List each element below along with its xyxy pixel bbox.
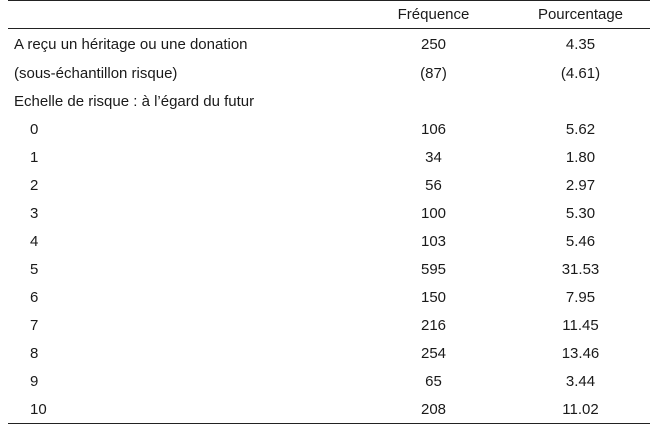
row-frequency: [356, 87, 511, 115]
row-label: 6: [30, 288, 39, 306]
table-row: 6 150 7.95: [8, 283, 650, 311]
row-frequency: 103: [420, 232, 447, 250]
row-label: (sous-échantillon risque): [14, 64, 178, 82]
row-percentage: 11.02: [562, 400, 599, 418]
table-row: 9 65 3.44: [8, 367, 650, 395]
column-header-label: [8, 1, 356, 29]
row-frequency: 208: [420, 400, 447, 418]
row-label: 1: [30, 148, 39, 166]
row-label: 10: [30, 400, 47, 418]
row-percentage: [511, 87, 650, 115]
row-frequency: 250: [420, 35, 447, 53]
row-label: 8: [30, 344, 39, 362]
row-label: 4: [30, 232, 39, 250]
row-frequency: 254: [420, 344, 447, 362]
table-row: (sous-échantillon risque) (87) (4.61): [8, 59, 650, 87]
row-label: 5: [30, 260, 39, 278]
table-row: 3 100 5.30: [8, 199, 650, 227]
table-row: 2 56 2.97: [8, 171, 650, 199]
row-frequency: 34: [425, 148, 442, 166]
row-percentage: 11.45: [562, 316, 599, 334]
row-label: 0: [30, 120, 39, 138]
table-section-row: Echelle de risque : à l’égard du futur: [8, 87, 650, 115]
row-frequency: 106: [420, 120, 447, 138]
table-row: 10 208 11.02: [8, 395, 650, 424]
row-frequency: 100: [420, 204, 447, 222]
row-frequency: (87): [420, 64, 447, 82]
row-percentage: (4.61): [560, 64, 601, 82]
table-row: 5 595 31.53: [8, 255, 650, 283]
table-row: 1 34 1.80: [8, 143, 650, 171]
row-frequency: 595: [420, 260, 447, 278]
row-frequency: 65: [425, 372, 442, 390]
column-header-percentage: Pourcentage: [537, 6, 624, 23]
row-percentage: 3.44: [565, 372, 596, 390]
row-percentage: 5.62: [565, 120, 596, 138]
row-percentage: 1.80: [565, 148, 596, 166]
row-label: 2: [30, 176, 39, 194]
row-percentage: 13.46: [561, 344, 600, 362]
frequency-table: Fréquence Pourcentage A reçu un héritage…: [8, 0, 650, 424]
row-percentage: 5.46: [565, 232, 596, 250]
row-label: 9: [30, 372, 39, 390]
row-frequency: 56: [425, 176, 442, 194]
row-percentage: 5.30: [565, 204, 596, 222]
table-row: 7 216 11.45: [8, 311, 650, 339]
table-row: 0 106 5.62: [8, 115, 650, 143]
row-percentage: 4.35: [565, 35, 596, 53]
row-percentage: 2.97: [565, 176, 596, 194]
row-frequency: 150: [420, 288, 447, 306]
row-label: 7: [30, 316, 39, 334]
statistics-table-container: Fréquence Pourcentage A reçu un héritage…: [8, 0, 650, 424]
column-header-frequency: Fréquence: [397, 6, 470, 23]
row-percentage: 31.53: [561, 260, 600, 278]
row-percentage: 7.95: [565, 288, 596, 306]
table-row: A reçu un héritage ou une donation 250 4…: [8, 29, 650, 60]
table-row: 4 103 5.46: [8, 227, 650, 255]
row-label: A reçu un héritage ou une donation: [14, 35, 248, 53]
table-row: 8 254 13.46: [8, 339, 650, 367]
section-label: Echelle de risque : à l’égard du futur: [14, 92, 255, 110]
table-header-row: Fréquence Pourcentage: [8, 0, 650, 29]
row-label: 3: [30, 204, 39, 222]
row-frequency: 216: [420, 316, 447, 334]
